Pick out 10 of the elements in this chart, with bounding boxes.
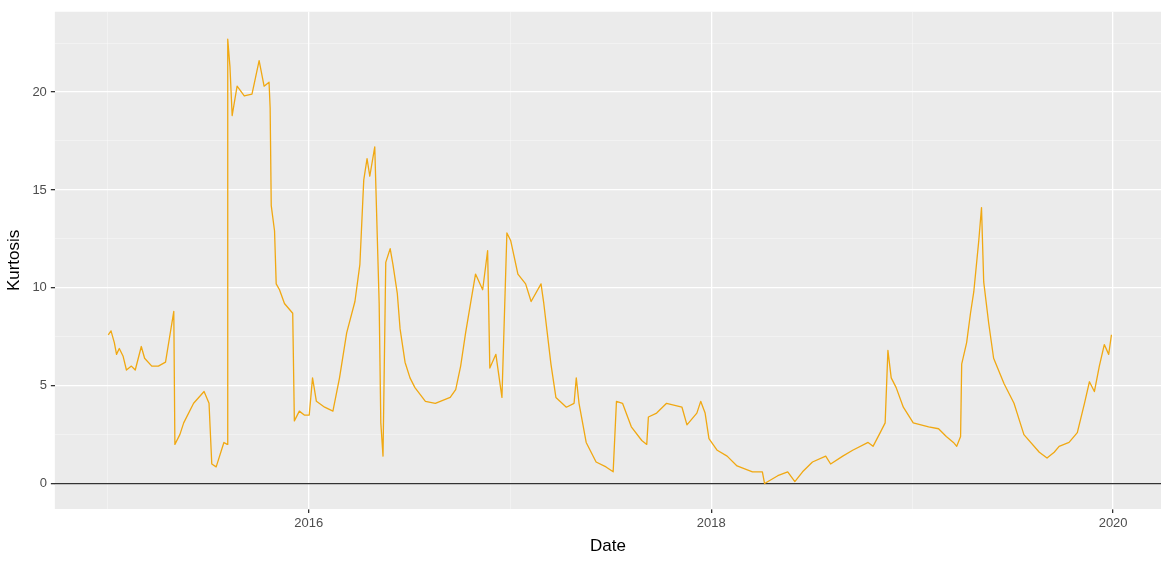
x-tick-label: 2020 — [1098, 515, 1128, 531]
y-tick-label: 0 — [39, 475, 47, 491]
y-tick-label: 15 — [32, 181, 47, 197]
y-tick-label: 5 — [39, 377, 47, 393]
x-tick-label: 2016 — [294, 515, 324, 531]
y-tick-label: 10 — [32, 279, 47, 295]
y-tick-label: 20 — [32, 83, 47, 99]
x-axis-title: Date — [589, 536, 626, 556]
x-tick-label: 2018 — [696, 515, 726, 531]
y-axis-title: Kurtosis — [3, 229, 23, 292]
